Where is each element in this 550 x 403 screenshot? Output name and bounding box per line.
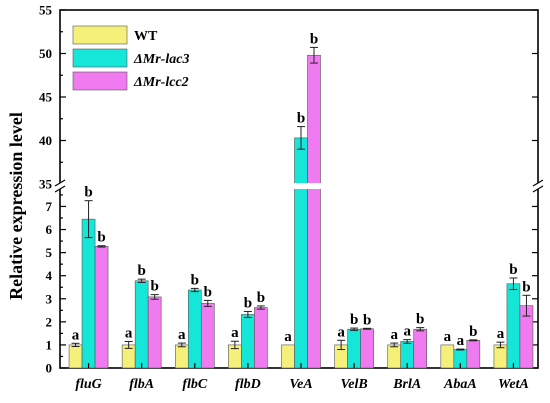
break-slash	[54, 179, 66, 187]
break-gap-bars	[280, 183, 322, 189]
significance-label: a	[178, 327, 186, 343]
significance-label: b	[244, 295, 252, 311]
significance-label: b	[137, 263, 145, 279]
bar	[174, 344, 189, 369]
significance-label: a	[337, 324, 345, 340]
x-tick-label: VelB	[340, 377, 367, 392]
y-tick-label: 50	[39, 46, 52, 61]
bar	[294, 137, 308, 369]
x-tick-label: AbaA	[443, 377, 477, 392]
legend: WT ΔMr-lac3 ΔMr-lcc2	[72, 25, 189, 91]
break-slash	[54, 185, 66, 193]
x-tick-label: flbD	[235, 377, 261, 392]
x-tick-label: flbA	[129, 377, 154, 392]
y-axis-title: Relative expression level	[6, 112, 26, 300]
y-tick-label: 3	[46, 291, 53, 306]
significance-label: a	[125, 325, 133, 341]
x-tick-label: fluG	[75, 377, 101, 392]
bar	[307, 54, 321, 369]
y-tick-label: 1	[46, 337, 53, 352]
bar	[387, 344, 402, 369]
bar	[200, 303, 215, 369]
significance-label: b	[310, 31, 318, 47]
x-tick-label: flbC	[182, 377, 208, 392]
significance-label: b	[297, 111, 305, 127]
significance-label: b	[84, 185, 92, 201]
significance-label: a	[284, 329, 292, 345]
bar	[347, 328, 361, 369]
legend-swatch-mr-lac3	[72, 48, 128, 68]
significance-label: b	[257, 290, 265, 306]
bar	[413, 328, 428, 369]
significance-label: b	[363, 312, 371, 328]
bar	[134, 280, 149, 369]
y-tick-label: 45	[39, 90, 53, 105]
significance-label: b	[150, 279, 158, 295]
bar	[81, 218, 96, 369]
y-tick-label: 5	[46, 245, 53, 260]
significance-label: a	[231, 325, 239, 341]
significance-label: b	[416, 312, 424, 328]
significance-label: b	[204, 284, 212, 300]
y-tick-label: 6	[46, 222, 53, 237]
break-gap-right	[532, 183, 544, 189]
bar	[506, 283, 521, 369]
x-category-labels: fluG flbA flbC flbD VeA VelB BrlA AbaA WetA	[75, 363, 529, 392]
legend-label-mr-lcc2: ΔMr-lcc2	[133, 75, 189, 90]
break-slash	[532, 179, 544, 187]
legend-label-wt: WT	[134, 29, 158, 44]
break-gap-left	[52, 183, 66, 189]
bars	[68, 54, 534, 369]
x-tick-label: BrlA	[392, 377, 421, 392]
bar	[281, 344, 295, 369]
legend-label-mr-lac3: ΔMr-lac3	[133, 52, 189, 67]
y-tick-label: 55	[39, 3, 53, 18]
y-tick-label: 0	[46, 361, 53, 376]
axis-break	[52, 179, 544, 193]
significance-label: a	[403, 324, 411, 340]
y-tick-label: 35	[39, 177, 53, 192]
significance-label: a	[457, 333, 465, 349]
legend-swatch-wt	[72, 25, 128, 45]
significance-label: a	[72, 327, 80, 343]
y-tick-label: 2	[46, 314, 53, 329]
y-tick-label: 4	[46, 268, 53, 283]
significance-label: a	[390, 327, 398, 343]
x-tick-label: WetA	[498, 377, 529, 392]
bar	[466, 340, 481, 369]
bar	[254, 307, 268, 369]
bar	[440, 344, 455, 369]
significance-label: b	[97, 230, 105, 246]
bar	[94, 246, 109, 369]
bar	[241, 314, 255, 369]
bar	[187, 289, 202, 369]
significance-label: b	[350, 312, 358, 328]
bar	[360, 328, 374, 369]
y-tick-label: 40	[39, 133, 52, 148]
break-slash	[532, 185, 544, 193]
x-tick-label: VeA	[289, 377, 312, 392]
significance-label: a	[444, 329, 452, 345]
y-tick-label: 7	[46, 199, 53, 214]
significance-label: a	[497, 326, 505, 342]
significance-label: b	[191, 272, 199, 288]
significance-label: b	[509, 262, 517, 278]
legend-swatch-mr-lcc2	[72, 71, 128, 91]
bar	[493, 344, 508, 369]
bar	[147, 296, 162, 369]
error-bars	[71, 46, 531, 351]
bar	[68, 344, 83, 369]
significance-label: b	[469, 324, 477, 340]
significance-label: b	[522, 279, 530, 295]
